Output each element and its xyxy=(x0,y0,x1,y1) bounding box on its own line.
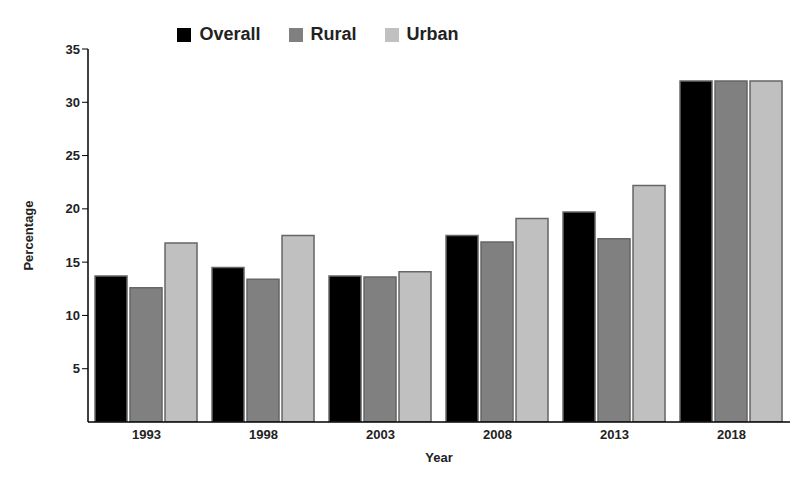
html-text:Overall: Overall xyxy=(199,24,261,44)
html-text:Rural: Rural xyxy=(310,24,357,44)
svg-text:2013: 2013 xyxy=(600,427,629,442)
svg-text:2003: 2003 xyxy=(366,427,395,442)
svg-text:5: 5 xyxy=(73,361,80,376)
svg-text:30: 30 xyxy=(66,95,80,110)
svg-text:1993: 1993 xyxy=(132,427,161,442)
svg-text:2018: 2018 xyxy=(717,427,746,442)
svg-text:2008: 2008 xyxy=(483,427,512,442)
svg-text:15: 15 xyxy=(66,255,80,270)
svg-text:Year: Year xyxy=(425,450,452,465)
svg-text:20: 20 xyxy=(66,201,80,216)
svg-text:25: 25 xyxy=(66,148,80,163)
html-text:Urban: Urban xyxy=(406,24,459,44)
svg-text:Percentage: Percentage xyxy=(21,200,36,270)
svg-text:10: 10 xyxy=(66,308,80,323)
svg-text:1998: 1998 xyxy=(249,427,278,442)
svg-text:35: 35 xyxy=(66,42,80,57)
